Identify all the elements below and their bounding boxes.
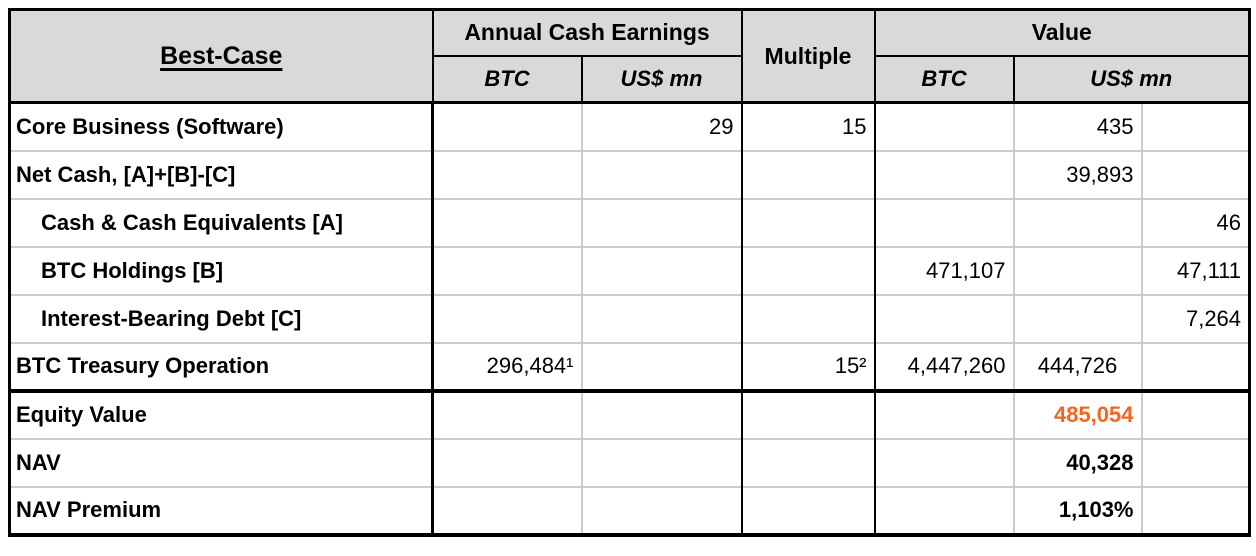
row-label: BTC Holdings [B] [9,245,434,295]
table-row-nav: NAV 40,328 [9,437,1250,487]
row-label: Equity Value [9,388,434,439]
value-cell [1141,149,1250,199]
row-label: Cash & Cash Equivalents [A] [9,197,434,247]
table-row-core-business: Core Business (Software) 29 15 435 [9,101,1250,151]
value-cell [432,149,583,199]
value-cell [741,197,876,247]
value-cell [1141,388,1250,439]
nav-value-cell: 40,328 [1013,437,1143,487]
row-label: NAV Premium [9,485,434,535]
row-label: BTC Treasury Operation [9,341,434,391]
value-cell [874,388,1015,439]
value-cell [581,149,743,199]
value-cell: 15 [741,101,876,151]
value-cell [874,485,1015,535]
value-cell-with-footnote: 15² [741,341,876,391]
value-cell [1013,293,1143,343]
value-cell [741,388,876,439]
table-row-interest-bearing-debt: Interest-Bearing Debt [C] 7,264 [9,293,1250,343]
value-cell: 444,726 [1013,341,1143,391]
value-cell [1141,341,1250,391]
value-cell: 471,107 [874,245,1015,295]
value-cell [581,293,743,343]
value-cell [581,485,743,535]
value-cell [1013,245,1143,295]
value-cell [432,388,583,439]
value-cell [432,245,583,295]
subheader-ace-btc: BTC [431,54,583,104]
value-cell: 39,893 [1013,149,1143,199]
value-cell [581,341,743,391]
value-cell [432,293,583,343]
value-cell: 29 [581,101,743,151]
value-cell [874,101,1015,151]
subheader-value-btc: BTC [873,54,1015,104]
subheader-ace-usd-mn: US$ mn [580,54,743,104]
value-cell [432,197,583,247]
scenario-title: Best-Case [8,8,434,104]
value-cell [874,293,1015,343]
valuation-table: Best-Case Annual Cash Earnings Multiple … [8,8,1252,537]
table-row-cash-equivalents: Cash & Cash Equivalents [A] 46 [9,197,1250,247]
row-label: Net Cash, [A]+[B]-[C] [9,149,434,199]
value-cell-with-footnote: 296,484¹ [432,341,583,391]
value-cell [741,293,876,343]
value-cell [741,245,876,295]
table-row-net-cash: Net Cash, [A]+[B]-[C] 39,893 [9,149,1250,199]
table-row-equity-value: Equity Value 485,054 [9,388,1250,439]
value-cell: 47,111 [1141,245,1250,295]
table-row-btc-holdings: BTC Holdings [B] 471,107 47,111 [9,245,1250,295]
value-cell [741,485,876,535]
value-cell [581,197,743,247]
group-header-value: Value [873,8,1251,57]
row-label: Interest-Bearing Debt [C] [9,293,434,343]
equity-value-cell: 485,054 [1013,388,1143,439]
value-cell [1013,197,1143,247]
table-header: Best-Case Annual Cash Earnings Multiple … [8,8,1251,104]
table-body: Core Business (Software) 29 15 435 Net C… [9,101,1250,535]
value-cell: 7,264 [1141,293,1250,343]
group-header-multiple: Multiple [740,8,876,104]
value-cell: 46 [1141,197,1250,247]
value-cell [874,437,1015,487]
table-row-nav-premium: NAV Premium 1,103% [9,485,1250,535]
nav-premium-value-cell: 1,103% [1013,485,1143,535]
group-header-annual-cash-earnings: Annual Cash Earnings [431,8,743,57]
value-cell [874,149,1015,199]
value-cell [581,437,743,487]
value-cell [581,245,743,295]
value-cell [1141,485,1250,535]
value-cell: 435 [1013,101,1143,151]
subheader-value-usd-mn: US$ mn [1012,54,1251,104]
row-label: Core Business (Software) [9,101,434,151]
table-row-btc-treasury-operation: BTC Treasury Operation 296,484¹ 15² 4,44… [9,341,1250,391]
value-cell [432,485,583,535]
value-cell [432,101,583,151]
value-cell [432,437,583,487]
value-cell [874,197,1015,247]
value-cell [741,149,876,199]
row-label: NAV [9,437,434,487]
value-cell [1141,101,1250,151]
value-cell: 4,447,260 [874,341,1015,391]
value-cell [581,388,743,439]
value-cell [1141,437,1250,487]
value-cell [741,437,876,487]
